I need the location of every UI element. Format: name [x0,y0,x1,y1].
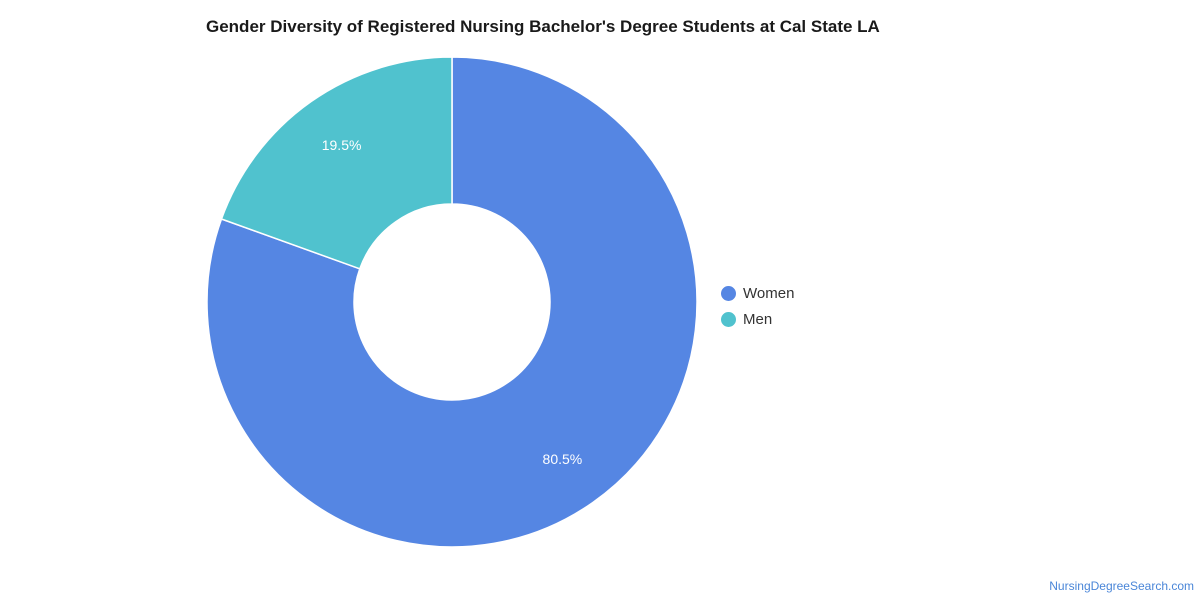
legend-swatch-men [721,311,736,327]
legend-label-women: Women [743,284,795,302]
data-label-women: 80.5% [543,451,583,467]
data-label-men: 19.5% [322,137,362,153]
legend: Women Men [721,280,794,332]
legend-label-men: Men [743,310,773,328]
chart-title: Gender Diversity of Registered Nursing B… [206,17,880,36]
legend-item-men[interactable]: Men [721,306,794,332]
legend-item-women[interactable]: Women [721,280,794,306]
slice-women[interactable] [206,56,698,548]
legend-swatch-women [721,285,736,301]
source-link[interactable]: NursingDegreeSearch.com [1049,579,1194,593]
slice-men[interactable] [220,56,453,270]
